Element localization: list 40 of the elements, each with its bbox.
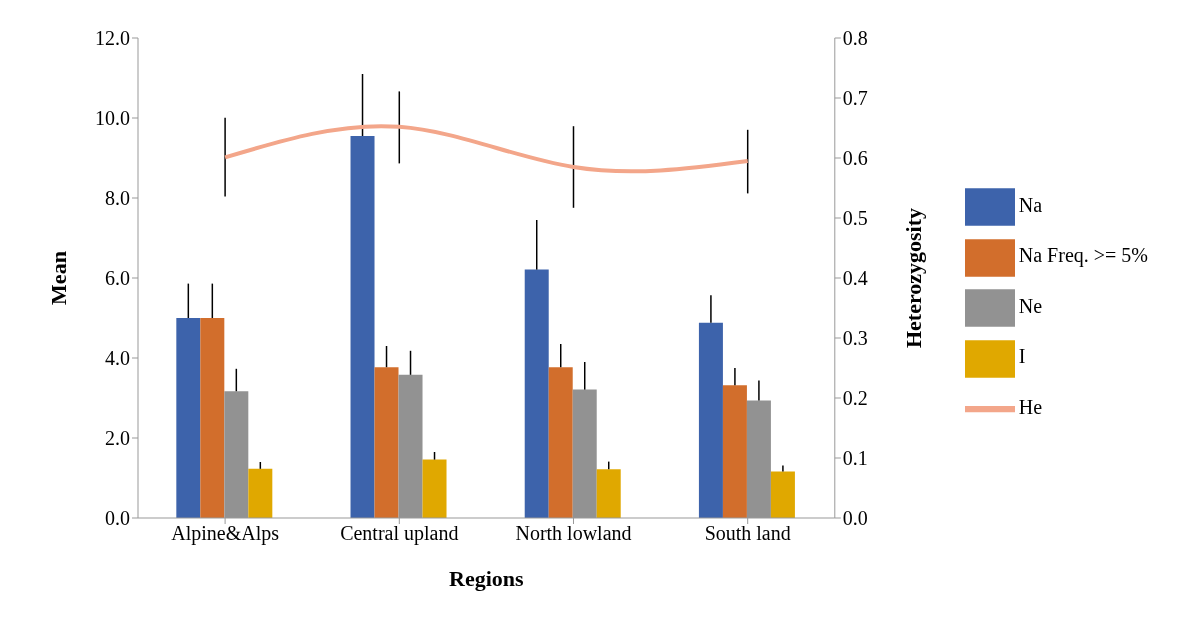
bar (698, 322, 723, 518)
y2-tick-label: 0.3 (842, 327, 868, 350)
bar (200, 318, 225, 518)
bar (596, 469, 621, 518)
x-tick-label: North lowland (515, 522, 632, 545)
legend-label: Na Freq. >= 5% (1018, 244, 1148, 267)
x-tick-label: South land (704, 522, 791, 545)
y2-tick-label: 0.7 (842, 87, 868, 110)
x-tick-label: Central upland (340, 522, 459, 546)
x-tick-label: Alpine&Alps (171, 522, 280, 546)
y2-axis-title: Heterozygosity (900, 207, 926, 349)
legend-label: He (1018, 395, 1043, 418)
y-axis-title: Mean (45, 251, 71, 305)
bar (176, 318, 201, 518)
x-axis-title: Regions (449, 566, 525, 591)
bar (722, 385, 747, 518)
y2-tick-label: 0.8 (842, 27, 868, 50)
y-tick-label: 4.0 (105, 347, 130, 370)
y-tick-label: 12.0 (95, 27, 130, 50)
y2-tick-label: 0.6 (842, 147, 868, 170)
y-tick-label: 2.0 (105, 427, 130, 450)
y2-tick-label: 0.0 (842, 507, 868, 530)
legend-label: Ne (1018, 294, 1043, 317)
y-tick-label: 10.0 (95, 107, 130, 130)
y-tick-label: 6.0 (105, 267, 130, 290)
y2-tick-label: 0.2 (842, 387, 868, 410)
bar (422, 459, 447, 518)
y2-tick-label: 0.5 (842, 207, 868, 230)
y-tick-label: 8.0 (105, 187, 130, 210)
y2-tick-label: 0.1 (842, 447, 868, 470)
bar (548, 367, 573, 518)
bar (524, 269, 549, 518)
legend-label: Na (1018, 193, 1043, 216)
bar (350, 136, 375, 518)
y2-tick-label: 0.4 (842, 267, 868, 290)
bar (248, 468, 273, 518)
bar (770, 471, 795, 518)
bar (374, 367, 399, 518)
legend-label: I (1018, 345, 1026, 368)
y-tick-label: 0.0 (105, 507, 130, 530)
